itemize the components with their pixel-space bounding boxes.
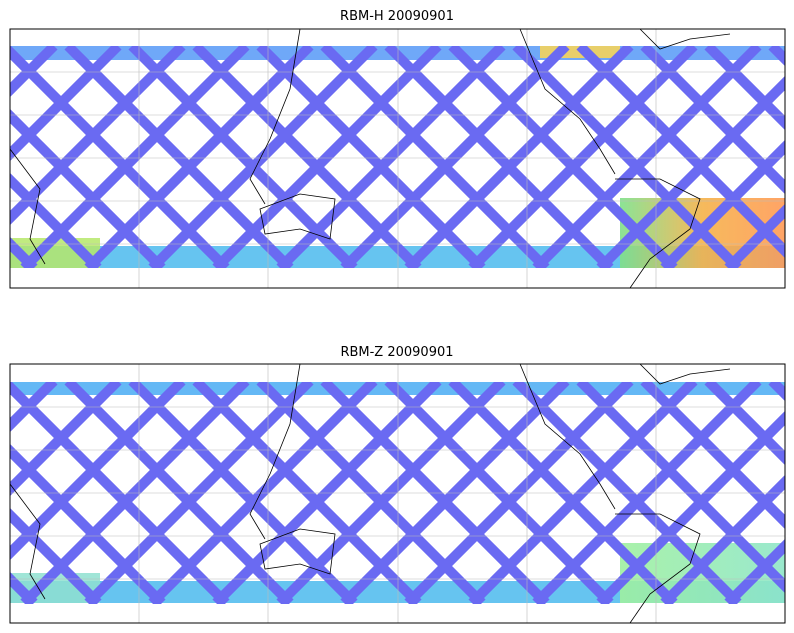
swath-track — [276, 382, 506, 604]
swath-track — [640, 46, 785, 195]
coastline — [519, 363, 616, 510]
panel-title: RBM-H 20090901 — [340, 9, 454, 24]
swath-track — [10, 382, 186, 561]
swath-track — [276, 46, 506, 268]
swath-track — [704, 46, 785, 131]
map-panel — [9, 28, 786, 289]
swath-track — [404, 46, 634, 268]
swath-track — [20, 46, 250, 268]
swath-track — [640, 382, 785, 530]
swath-track — [660, 474, 785, 604]
swath-track — [596, 75, 785, 268]
swath-track — [340, 46, 570, 268]
swath-track — [724, 538, 785, 604]
coastline — [249, 28, 301, 205]
map-frame — [9, 363, 786, 624]
coastline — [259, 528, 336, 575]
swath-track — [404, 382, 634, 604]
swath-track — [148, 46, 378, 268]
swath-track — [84, 382, 314, 604]
coastline — [615, 513, 701, 624]
coastline — [249, 363, 301, 540]
swath-track — [148, 382, 378, 604]
swath-track — [212, 46, 442, 268]
swath-track — [660, 139, 785, 268]
swath-track — [10, 46, 58, 98]
map-frame — [9, 28, 786, 289]
swath-track — [10, 382, 122, 497]
swath-track — [10, 46, 186, 226]
swath-track — [468, 382, 698, 604]
swath-track — [340, 382, 570, 604]
swath-track — [10, 46, 122, 162]
swath-track — [84, 46, 314, 268]
swath-track — [724, 203, 785, 268]
coastline — [639, 28, 731, 50]
coastline — [9, 483, 46, 600]
coastline — [519, 28, 616, 175]
swath-track — [20, 382, 250, 604]
swath-tracks — [10, 46, 785, 268]
swath-track — [596, 410, 785, 604]
panel-title: RBM-Z 20090901 — [340, 345, 453, 360]
swath-track — [704, 382, 785, 466]
coastline — [615, 178, 701, 289]
swath-track — [10, 382, 58, 433]
swath-track — [212, 382, 442, 604]
coastline — [259, 193, 336, 240]
swath-track — [532, 382, 762, 604]
swath-tracks — [10, 382, 785, 604]
coastline — [9, 148, 46, 265]
swath-track — [468, 46, 698, 268]
map-panel — [9, 363, 786, 624]
swath-track — [532, 46, 762, 268]
coastline — [639, 363, 731, 385]
